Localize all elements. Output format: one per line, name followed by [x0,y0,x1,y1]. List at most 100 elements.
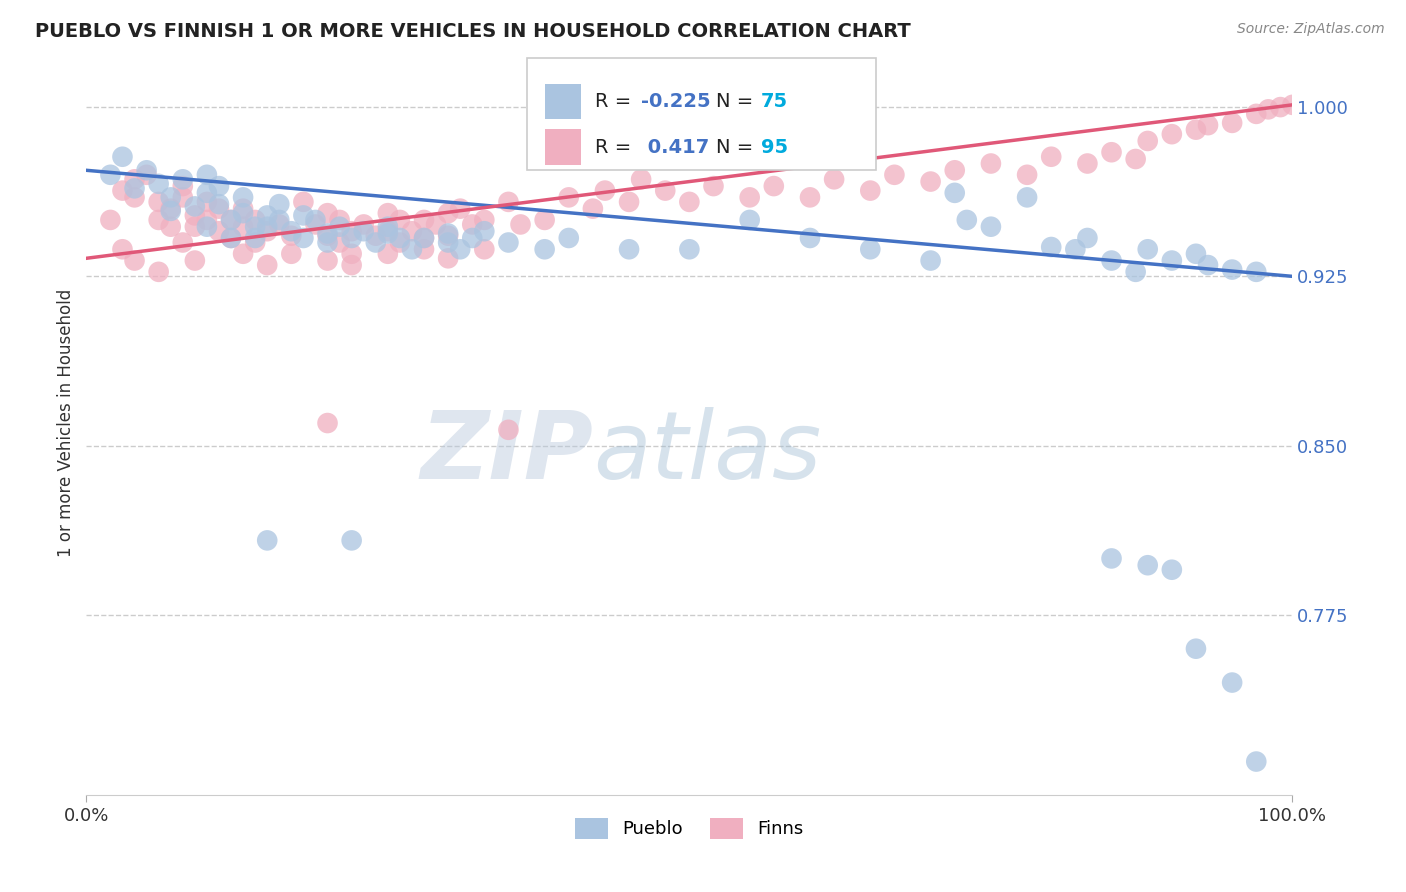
Point [437,235,460,250]
Point [920,253,942,268]
Point [461,218,484,232]
Point [159,219,181,234]
Point [617,194,640,209]
Point [195,213,218,227]
Point [1101,145,1123,160]
Point [388,213,411,227]
Point [316,416,339,430]
Point [823,172,845,186]
Point [472,224,495,238]
Point [859,242,882,256]
Text: PUEBLO VS FINNISH 1 OR MORE VEHICLES IN HOUSEHOLD CORRELATION CHART: PUEBLO VS FINNISH 1 OR MORE VEHICLES IN … [35,22,911,41]
Point [195,219,218,234]
Point [377,206,399,220]
Point [1220,675,1243,690]
Point [498,235,520,250]
Point [413,213,436,227]
Point [1246,107,1268,121]
Point [159,190,181,204]
Point [280,247,302,261]
Text: -0.225: -0.225 [641,92,711,111]
Point [111,184,134,198]
Point [1220,262,1243,277]
Point [593,184,616,198]
Point [148,177,170,191]
Point [509,218,531,232]
Text: N =: N = [716,138,759,157]
Point [232,247,254,261]
Point [340,258,363,272]
Text: atlas: atlas [593,408,821,499]
Point [1125,152,1147,166]
Point [437,228,460,243]
Point [124,253,146,268]
Point [472,242,495,256]
Point [1064,242,1087,256]
Text: R =: R = [595,138,638,157]
Point [1017,190,1039,204]
Point [461,231,484,245]
Point [195,168,218,182]
Point [498,194,520,209]
Point [100,213,122,227]
Point [280,224,302,238]
Point [219,231,242,245]
Legend: Pueblo, Finns: Pueblo, Finns [568,811,810,846]
Point [256,219,278,234]
Point [1040,150,1063,164]
Point [377,224,399,238]
Text: N =: N = [716,92,759,111]
Point [413,231,436,245]
Point [558,231,581,245]
Point [1246,755,1268,769]
Point [1220,116,1243,130]
Point [316,206,339,220]
Point [172,179,194,194]
Point [243,235,266,250]
Point [1185,641,1208,656]
Point [920,175,942,189]
Point [243,231,266,245]
Bar [544,84,581,120]
Point [425,218,447,232]
Point [1136,134,1159,148]
Point [256,533,278,548]
Point [799,231,821,245]
Point [449,202,471,216]
Point [1197,118,1219,132]
Point [1125,265,1147,279]
Point [377,219,399,234]
Point [533,242,555,256]
Point [1101,253,1123,268]
Point [256,258,278,272]
Point [256,224,278,238]
Point [1160,253,1182,268]
Point [762,179,785,194]
Point [980,156,1002,170]
Point [1185,247,1208,261]
Point [329,219,352,234]
Point [124,172,146,186]
Point [100,168,122,182]
Point [172,235,194,250]
Point [498,423,520,437]
Point [269,218,291,232]
Text: 0.417: 0.417 [641,138,710,157]
Point [340,533,363,548]
Point [172,172,194,186]
Point [292,194,315,209]
Point [956,213,979,227]
Point [558,190,581,204]
Point [304,213,326,227]
Bar [544,129,581,165]
Text: R =: R = [595,92,638,111]
Point [219,231,242,245]
Point [1257,103,1279,117]
Point [159,203,181,218]
Point [148,265,170,279]
Point [208,197,231,211]
Point [630,172,652,186]
Point [184,209,207,223]
Point [437,206,460,220]
Point [124,190,146,204]
